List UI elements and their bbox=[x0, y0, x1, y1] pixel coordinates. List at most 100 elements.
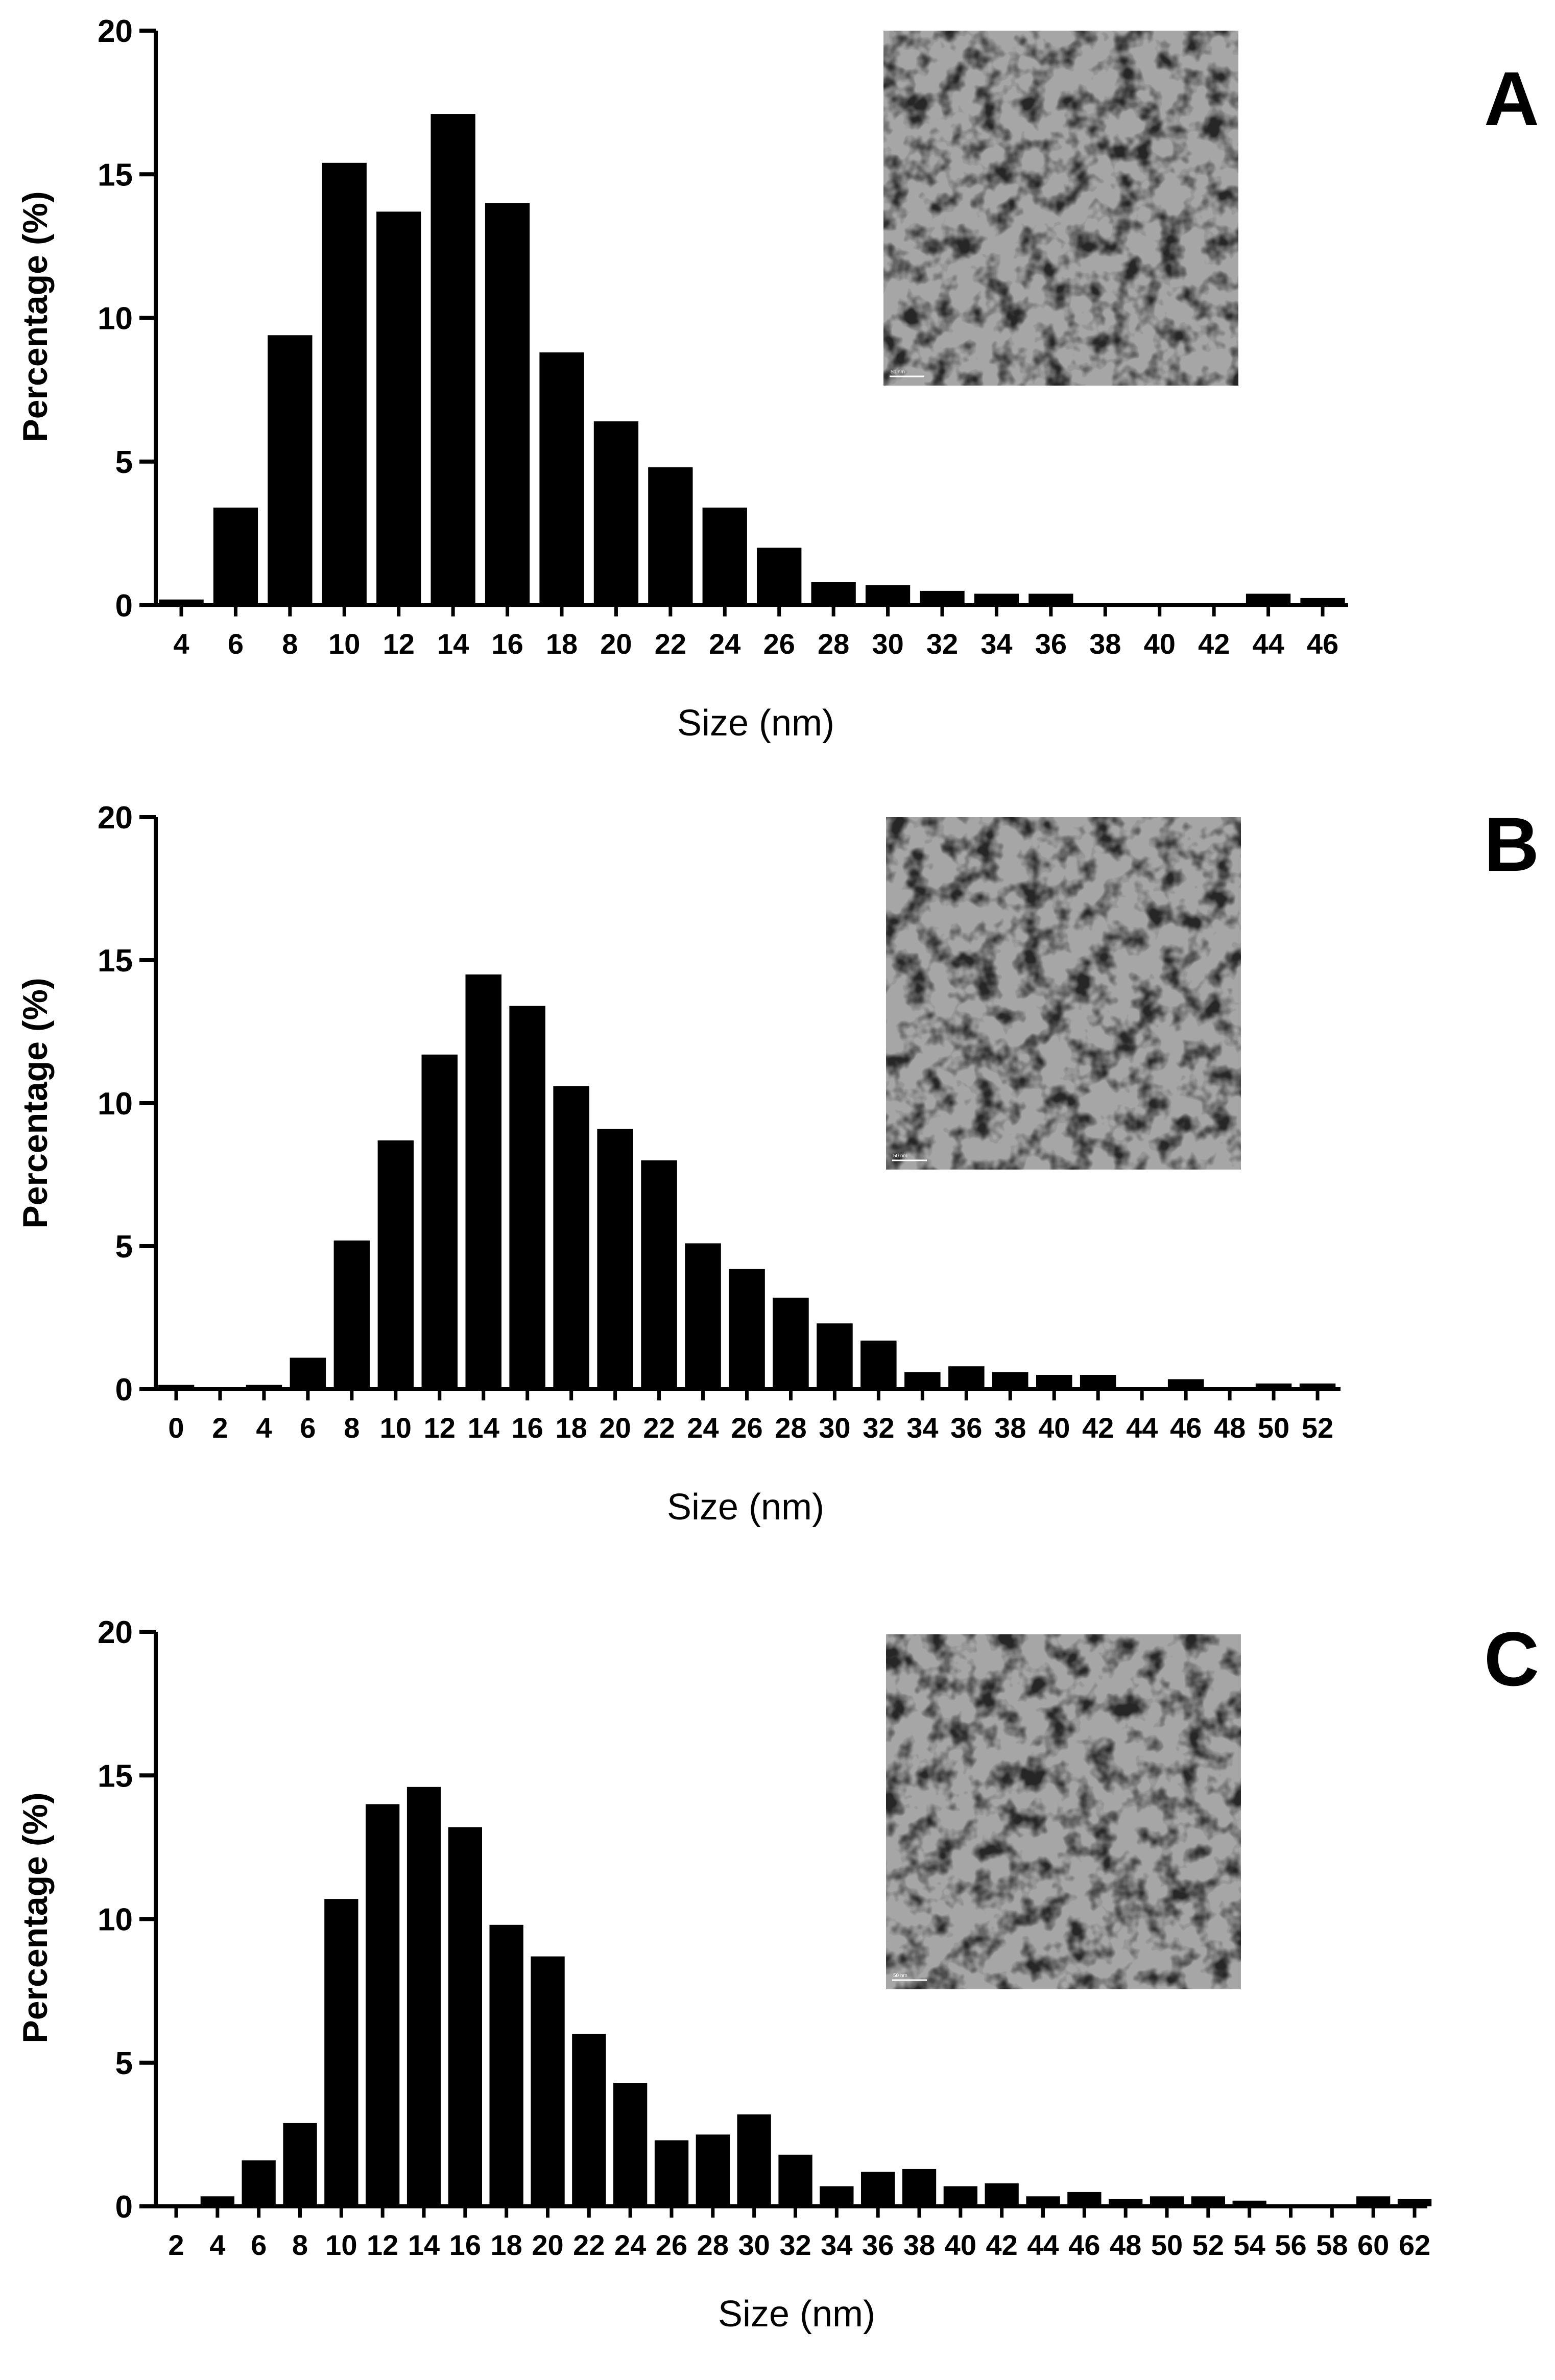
x-tick-label: 34 bbox=[821, 2229, 852, 2261]
x-tick-label: 36 bbox=[1035, 628, 1067, 660]
x-tick-label: 12 bbox=[383, 628, 415, 660]
x-tick-label: 38 bbox=[1089, 628, 1121, 660]
bar bbox=[333, 1240, 370, 1389]
tem-particles bbox=[883, 31, 1238, 386]
x-tick-label: 22 bbox=[643, 1412, 675, 1444]
x-tick-label: 46 bbox=[1068, 2229, 1100, 2261]
bar bbox=[593, 421, 639, 605]
bar bbox=[985, 2183, 1019, 2206]
bar bbox=[465, 974, 501, 1389]
x-tick-label: 4 bbox=[209, 2229, 225, 2261]
y-tick-label: 0 bbox=[115, 588, 133, 624]
bar bbox=[1028, 593, 1073, 605]
x-tick-label: 38 bbox=[994, 1412, 1026, 1444]
bar bbox=[531, 1956, 565, 2206]
x-tick-label: 42 bbox=[986, 2229, 1018, 2261]
x-tick-label: 36 bbox=[862, 2229, 894, 2261]
panel-label: C bbox=[1484, 1616, 1539, 1702]
bar bbox=[860, 1340, 897, 1389]
x-tick-label: 36 bbox=[950, 1412, 982, 1444]
bar bbox=[920, 590, 965, 605]
bar bbox=[778, 2154, 812, 2207]
bar bbox=[1150, 2196, 1184, 2206]
bar bbox=[1232, 2200, 1266, 2207]
bar bbox=[729, 1269, 765, 1389]
bar bbox=[654, 2140, 689, 2206]
x-tick-label: 40 bbox=[1144, 628, 1176, 660]
bar bbox=[943, 2186, 977, 2206]
bar bbox=[948, 1366, 985, 1389]
x-tick-label: 34 bbox=[906, 1412, 938, 1444]
x-tick-label: 22 bbox=[655, 628, 686, 660]
x-tick-label: 18 bbox=[556, 1412, 587, 1444]
x-axis-title: Size (nm) bbox=[677, 703, 834, 744]
y-tick-label: 5 bbox=[115, 2046, 133, 2081]
x-axis-title: Size (nm) bbox=[667, 1487, 824, 1528]
x-tick-label: 18 bbox=[491, 2229, 522, 2261]
bar bbox=[406, 1787, 441, 2207]
x-tick-label: 42 bbox=[1198, 628, 1230, 660]
x-tick-label: 24 bbox=[687, 1412, 719, 1444]
x-tick-label: 48 bbox=[1110, 2229, 1141, 2261]
bar bbox=[1080, 1375, 1116, 1389]
panel-label: A bbox=[1484, 56, 1539, 141]
x-tick-label: 62 bbox=[1399, 2229, 1430, 2261]
y-tick-label: 10 bbox=[98, 301, 133, 337]
x-tick-label: 26 bbox=[763, 628, 795, 660]
x-tick-label: 50 bbox=[1151, 2229, 1183, 2261]
bar bbox=[1299, 1383, 1336, 1389]
x-tick-label: 0 bbox=[168, 1412, 184, 1444]
x-tick-label: 16 bbox=[491, 628, 523, 660]
x-tick-label: 50 bbox=[1258, 1412, 1289, 1444]
x-tick-label: 10 bbox=[328, 628, 360, 660]
tem-particles bbox=[886, 817, 1241, 1170]
y-tick-label: 10 bbox=[98, 1902, 133, 1938]
x-tick-label: 30 bbox=[819, 1412, 850, 1444]
bar bbox=[213, 507, 258, 606]
bar bbox=[737, 2114, 771, 2206]
bar bbox=[485, 203, 530, 605]
bar bbox=[539, 352, 584, 605]
bar bbox=[1191, 2196, 1225, 2206]
x-tick-label: 44 bbox=[1027, 2229, 1059, 2261]
x-tick-label: 46 bbox=[1307, 628, 1338, 660]
x-tick-label: 38 bbox=[903, 2229, 935, 2261]
y-axis-title: Percentage (%) bbox=[16, 978, 55, 1228]
bar bbox=[430, 114, 475, 606]
bar bbox=[974, 593, 1019, 605]
bar bbox=[283, 2123, 317, 2206]
bar bbox=[641, 1160, 677, 1389]
x-tick-label: 28 bbox=[775, 1412, 806, 1444]
x-tick-label: 8 bbox=[282, 628, 298, 660]
scale-bar-label: 50 nm bbox=[893, 1973, 907, 1979]
x-tick-label: 44 bbox=[1126, 1412, 1158, 1444]
x-tick-label: 40 bbox=[945, 2229, 976, 2261]
x-tick-label: 26 bbox=[731, 1412, 762, 1444]
x-tick-label: 32 bbox=[779, 2229, 811, 2261]
x-tick-label: 44 bbox=[1252, 628, 1284, 660]
panel-label: B bbox=[1484, 801, 1539, 887]
bar bbox=[489, 1924, 523, 2207]
x-tick-label: 2 bbox=[168, 2229, 184, 2261]
x-tick-label: 14 bbox=[408, 2229, 440, 2261]
x-tick-label: 46 bbox=[1170, 1412, 1202, 1444]
bar bbox=[613, 2083, 648, 2206]
x-tick-label: 58 bbox=[1316, 2229, 1348, 2261]
bar bbox=[1026, 2196, 1060, 2206]
x-tick-label: 20 bbox=[532, 2229, 563, 2261]
bar bbox=[1036, 1375, 1072, 1389]
bar bbox=[246, 1385, 282, 1389]
x-tick-label: 8 bbox=[292, 2229, 308, 2261]
bar bbox=[268, 335, 313, 606]
x-tick-label: 60 bbox=[1357, 2229, 1389, 2261]
x-tick-label: 14 bbox=[437, 628, 469, 660]
x-tick-label: 4 bbox=[173, 628, 189, 660]
bar bbox=[992, 1372, 1028, 1389]
x-tick-label: 16 bbox=[512, 1412, 543, 1444]
bar bbox=[553, 1086, 589, 1389]
bar bbox=[1167, 1379, 1204, 1389]
x-tick-label: 42 bbox=[1082, 1412, 1114, 1444]
